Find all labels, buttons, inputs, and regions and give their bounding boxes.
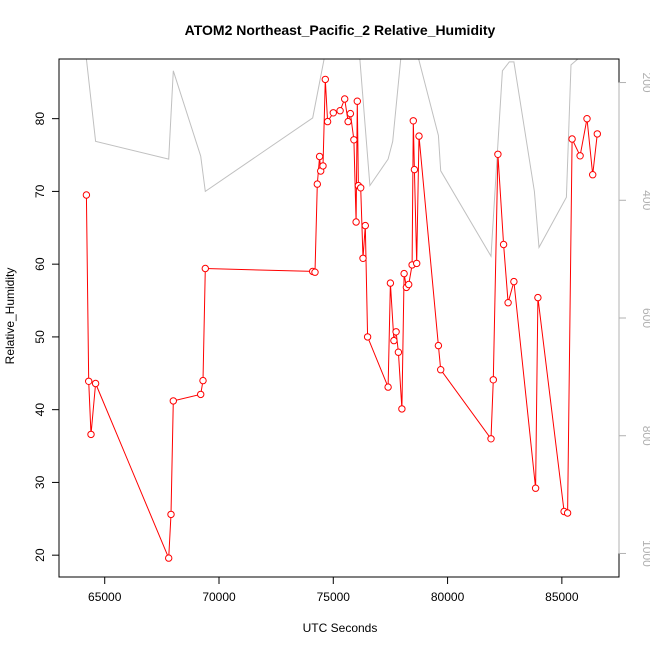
data-point [199, 376, 207, 385]
y-tick-label: 60 [33, 257, 47, 271]
data-point [323, 117, 332, 126]
y-tick-label: 50 [33, 330, 47, 344]
y2-tick-label: 400 [640, 190, 650, 210]
data-point [563, 509, 572, 517]
y2-tick-label: 200 [640, 73, 650, 93]
data-point [201, 264, 210, 273]
data-point [576, 152, 584, 160]
y2-axis: 200 400 600 800 1000 [618, 73, 650, 567]
data-point [359, 254, 367, 262]
data-point [415, 132, 423, 140]
data-point [390, 336, 398, 345]
data-point [499, 240, 508, 249]
data-point [361, 221, 369, 230]
x-tick-label: 65000 [88, 590, 122, 604]
y-tick-label: 40 [33, 403, 47, 417]
y2-tick-label: 1000 [640, 540, 650, 567]
x-tick-label: 75000 [317, 590, 351, 604]
data-point [344, 117, 352, 126]
data-point [353, 97, 361, 105]
data-point [315, 152, 324, 161]
data-point [487, 435, 495, 443]
red-series-layer [82, 75, 601, 562]
y-axis-label: Relative_Humidity [3, 268, 17, 365]
y-tick-label: 80 [33, 112, 47, 126]
data-point [510, 277, 518, 286]
red-series-line [85, 79, 598, 559]
data-point [346, 109, 355, 118]
data-point [386, 279, 395, 287]
data-point [384, 383, 392, 391]
data-point [392, 328, 400, 336]
data-point [405, 280, 413, 289]
y-tick-label: 70 [33, 184, 47, 198]
x-axis-label: UTC Seconds [303, 621, 378, 635]
data-point [589, 171, 597, 179]
data-point [489, 376, 497, 384]
data-point [321, 75, 329, 84]
data-point [409, 117, 417, 125]
data-point [583, 115, 591, 123]
data-point [504, 299, 512, 307]
chart-title: ATOM2 Northeast_Pacific_2 Relative_Humid… [185, 22, 496, 38]
plot-frame [58, 58, 620, 578]
y-axis: 20 30 40 50 60 70 80 [33, 112, 60, 562]
data-point [165, 554, 173, 562]
data-point [341, 95, 349, 103]
data-point [568, 135, 576, 143]
data-point [413, 259, 421, 268]
data-point [531, 484, 540, 492]
data-point [494, 150, 502, 159]
data-point [87, 430, 95, 439]
data-point [357, 184, 365, 192]
data-point [350, 136, 358, 144]
y2-tick-label: 600 [640, 308, 650, 328]
data-point [410, 165, 419, 174]
data-point [437, 366, 445, 374]
data-point [85, 377, 93, 385]
data-point [311, 268, 319, 276]
data-point [167, 510, 175, 519]
data-point [434, 341, 443, 350]
data-point [197, 390, 205, 399]
data-point [313, 180, 321, 188]
x-axis: 65000 70000 75000 80000 85000 [88, 576, 579, 604]
x-tick-label: 70000 [202, 590, 236, 604]
data-point [329, 109, 337, 117]
x-tick-label: 85000 [545, 590, 579, 604]
y2-tick-label: 800 [640, 426, 650, 446]
y-tick-label: 30 [33, 475, 47, 489]
grey-series-layer [85, 59, 579, 258]
data-point [336, 107, 344, 115]
x-tick-label: 80000 [431, 590, 465, 604]
data-point [82, 191, 91, 199]
data-point [169, 397, 178, 405]
data-point [534, 293, 542, 302]
y-tick-label: 20 [33, 548, 47, 562]
data-point [398, 405, 406, 413]
data-point [91, 379, 100, 388]
grey-series-line [85, 59, 579, 258]
data-point [593, 130, 601, 138]
data-point [394, 348, 403, 356]
data-point [363, 333, 372, 341]
data-point [400, 269, 408, 278]
data-point [319, 162, 327, 170]
data-point [352, 218, 360, 226]
